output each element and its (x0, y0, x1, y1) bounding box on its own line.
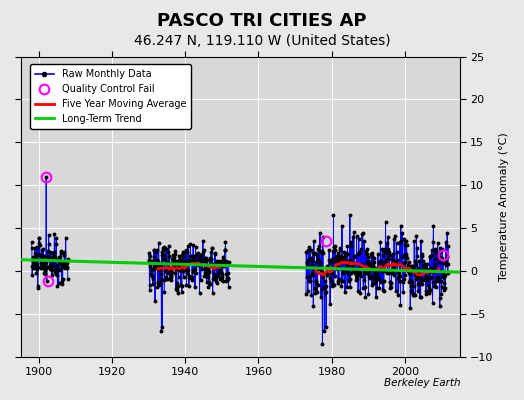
Y-axis label: Temperature Anomaly (°C): Temperature Anomaly (°C) (499, 132, 509, 281)
Text: Berkeley Earth: Berkeley Earth (385, 378, 461, 388)
Text: PASCO TRI CITIES AP: PASCO TRI CITIES AP (157, 12, 367, 30)
Text: 46.247 N, 119.110 W (United States): 46.247 N, 119.110 W (United States) (134, 34, 390, 48)
Legend: Raw Monthly Data, Quality Control Fail, Five Year Moving Average, Long-Term Tren: Raw Monthly Data, Quality Control Fail, … (30, 64, 191, 129)
